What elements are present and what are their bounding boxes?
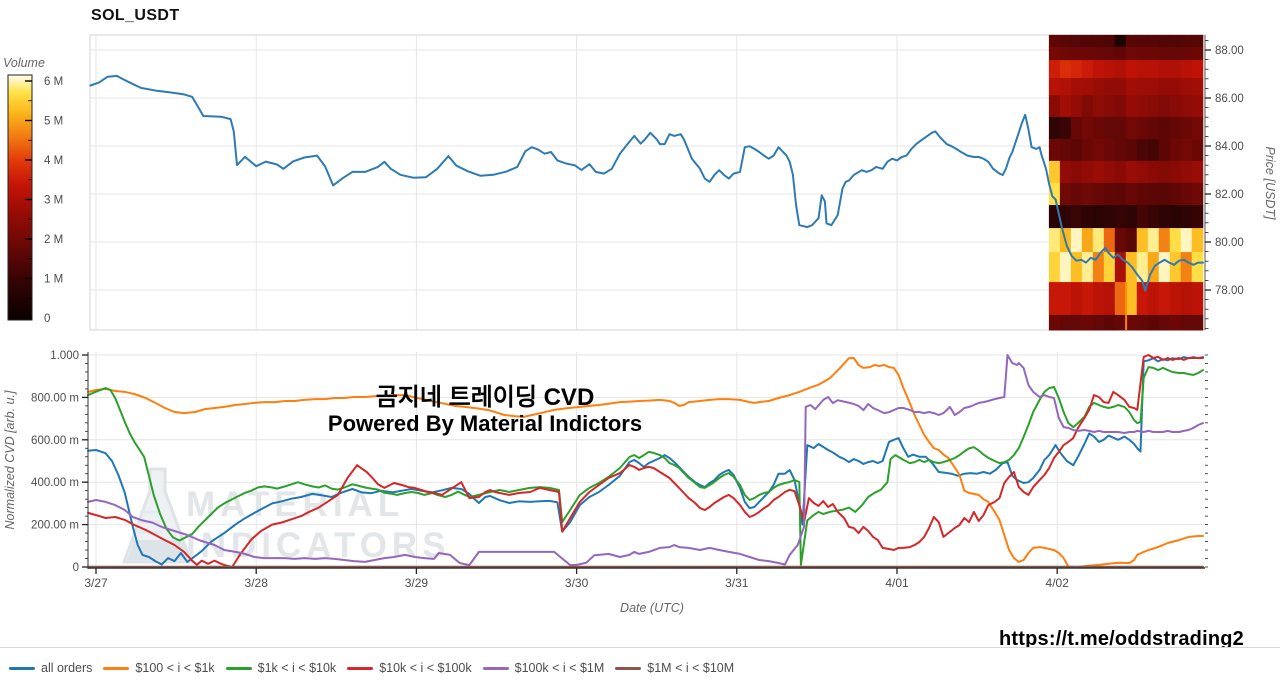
date-tick-label: 4/01: [885, 576, 909, 590]
orderbook-heatmap: [1048, 34, 1204, 331]
price-tick-label: 88.00: [1215, 45, 1244, 57]
legend-swatch: [225, 666, 252, 670]
date-tick-label: 3/29: [405, 576, 429, 590]
volume-tick-label: 5 M: [44, 116, 63, 128]
legend-item: $1M < i < $10M: [615, 661, 734, 675]
legend-label: all orders: [41, 661, 93, 675]
chart-series-layer: [87, 74, 1204, 568]
price-series: [89, 74, 1204, 292]
legend-swatch: [103, 666, 130, 670]
date-axis-title: Date (UTC): [620, 601, 684, 615]
price-axis-title: Price [USDT]: [1263, 147, 1277, 220]
cvd-tick-label: 800.00 m: [31, 392, 79, 404]
price-tick-label: 80.00: [1215, 237, 1244, 249]
legend-label: $1k < i < $10k: [257, 661, 337, 675]
legend-item: all orders: [9, 661, 92, 675]
date-tick-label: 3/30: [565, 576, 589, 590]
telegram-url: https://t.me/oddstrading2: [999, 628, 1244, 650]
volume-tick-label: 3 M: [44, 195, 63, 207]
cvd-tick-label: 200.00 m: [31, 520, 79, 532]
overlay-powered-by: Powered By Material Indictors: [327, 411, 643, 436]
material-indicators-watermark: MATERIAL INDICATORS: [121, 467, 446, 565]
page-title: SOL_USDT: [91, 7, 180, 24]
flask-icon: [121, 467, 194, 564]
volume-tick-label: 6 M: [44, 76, 63, 88]
legend-swatch: [615, 666, 642, 670]
price-tick-label: 78.00: [1215, 285, 1244, 297]
cvd-tick-label: 1.000: [50, 350, 79, 362]
volume-axis-title: Volume: [3, 56, 45, 70]
cvd-series--100-i-1k: [87, 357, 1204, 568]
legend-item: $100k < i < $1M: [482, 661, 605, 675]
legend-label: $10k < i < $100k: [379, 661, 472, 675]
legend-item: $100 < i < $1k: [103, 661, 215, 675]
cvd-series--100k-i-1m: [87, 354, 1204, 567]
cvd-tick-label: 600.00 m: [31, 435, 79, 447]
date-tick-label: 3/27: [84, 576, 108, 590]
volume-tick-label: 1 M: [44, 274, 63, 286]
overlay-korean-title: 곰지네 트레이딩 CVD: [375, 384, 595, 411]
cvd-series--10k-i-100k: [87, 354, 1204, 568]
legend-label: $100k < i < $1M: [514, 661, 605, 675]
price-tick-label: 82.00: [1215, 189, 1244, 201]
legend-item: $10k < i < $100k: [347, 661, 472, 675]
date-tick-label: 4/02: [1046, 576, 1070, 590]
cvd-series--1k-i-10k: [87, 366, 1204, 566]
cvd-series-all-orders: [87, 356, 1204, 566]
date-tick-label: 3/31: [725, 576, 749, 590]
volume-tick-label: 4 M: [44, 155, 63, 167]
axis-titles: Volume Price [USDT] Normalized CVD [arb.…: [3, 56, 1277, 615]
price-tick-label: 84.00: [1215, 141, 1244, 153]
legend-label: $100 < i < $1k: [135, 661, 215, 675]
cvd-tick-label: 400.00 m: [31, 477, 79, 489]
chart-grid-layer: [88, 34, 1206, 568]
cvd-tick-label: 0: [73, 562, 79, 574]
legend-swatch: [9, 666, 35, 670]
volume-tick-label: 0: [44, 313, 50, 325]
legend-label: $1M < i < $10M: [647, 661, 735, 675]
legend-swatch: [347, 666, 374, 670]
chart-legend: all orders $100 < i < $1k $1k < i < $10k $1…: [0, 647, 1280, 688]
legend-swatch: [482, 666, 509, 670]
date-tick-label: 3/28: [245, 576, 269, 590]
cvd-axis-title: Normalized CVD [arb. u.]: [3, 390, 17, 529]
price-tick-label: 86.00: [1215, 93, 1244, 105]
volume-tick-label: 2 M: [44, 234, 63, 246]
legend-item: $1k < i < $10k: [225, 661, 337, 675]
chart-axes-layer: 88.00 86.00 84.00 82.00 80.00 78.00 6 M 5 M 4 M 3…: [7, 35, 1244, 590]
